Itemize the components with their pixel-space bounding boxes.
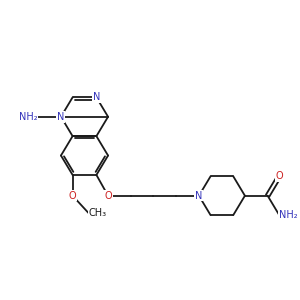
Text: NH₂: NH₂	[19, 112, 38, 122]
Text: O: O	[69, 191, 76, 201]
Text: NH₂: NH₂	[279, 210, 298, 220]
Text: O: O	[275, 171, 283, 181]
Text: N: N	[195, 191, 203, 201]
Text: O: O	[104, 191, 112, 201]
Text: CH₃: CH₃	[89, 208, 107, 218]
Text: N: N	[93, 92, 100, 102]
Text: N: N	[57, 112, 64, 122]
